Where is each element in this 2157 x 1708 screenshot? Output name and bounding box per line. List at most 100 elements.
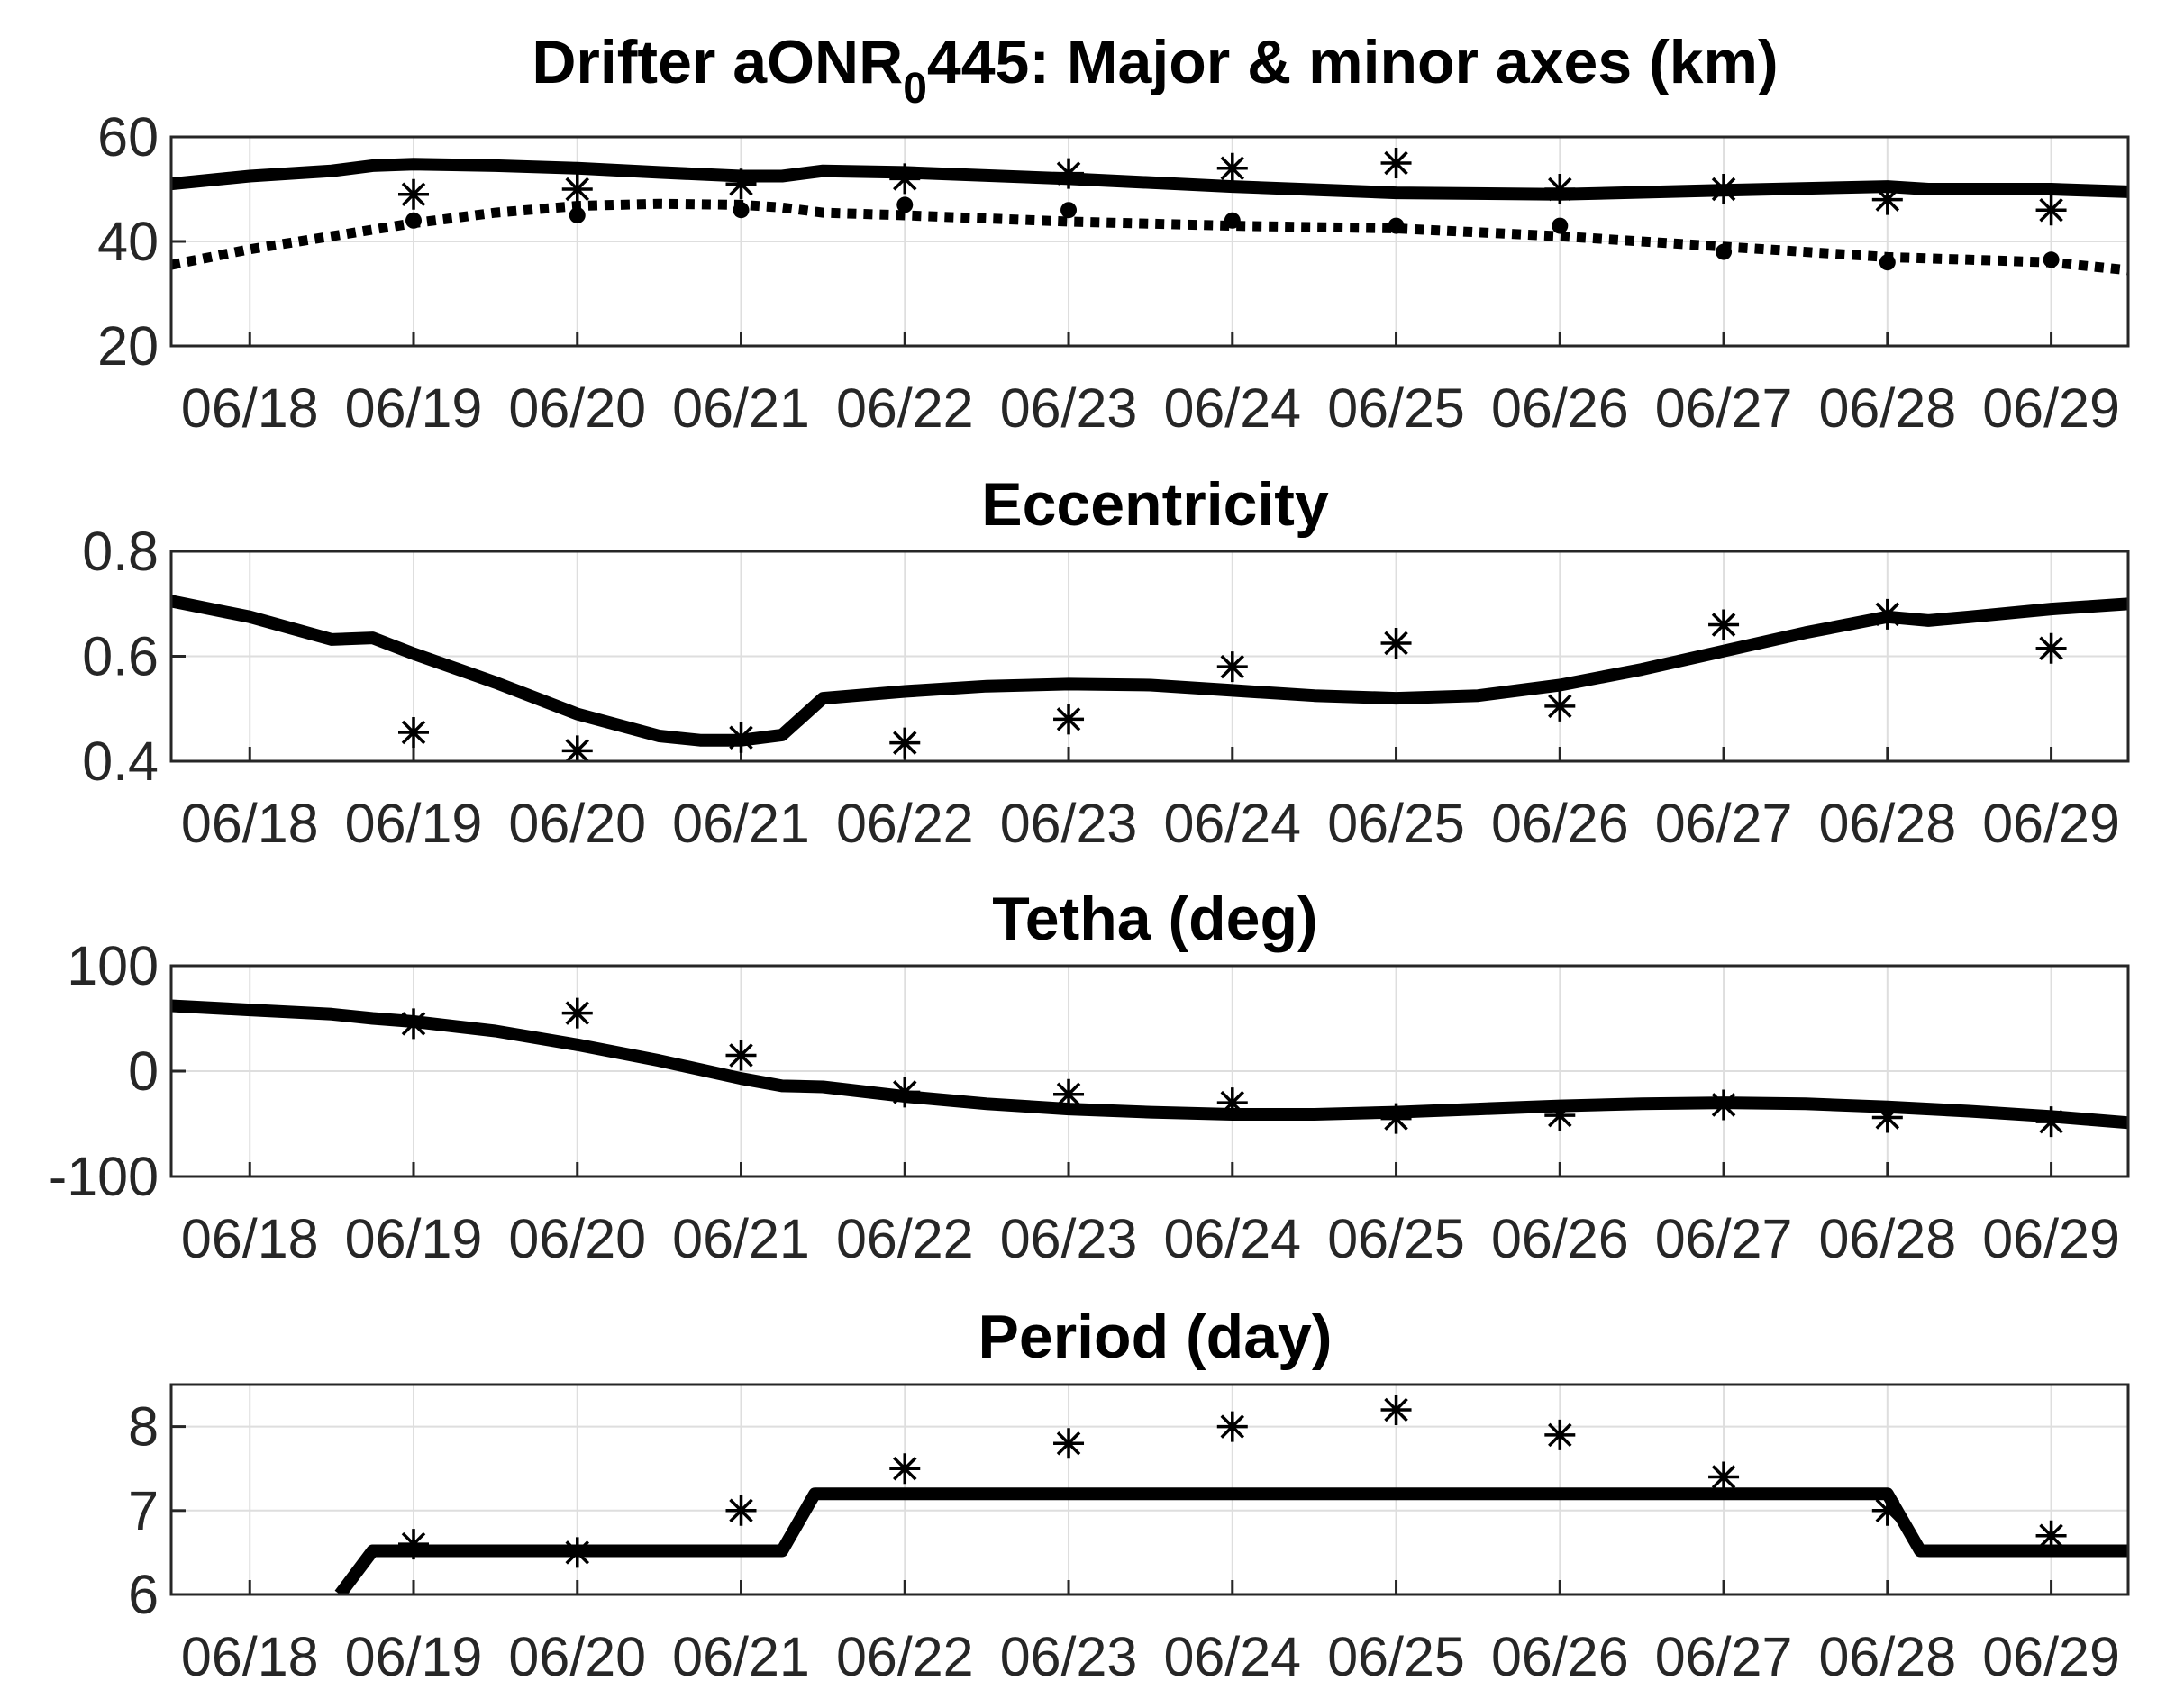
x-tick-label: 06/19 bbox=[345, 1626, 483, 1687]
axes-frame bbox=[169, 1383, 2130, 1596]
x-tick-label: 06/24 bbox=[1163, 1626, 1301, 1687]
x-tick-label: 06/22 bbox=[836, 1626, 974, 1687]
x-tick-label: 06/19 bbox=[345, 793, 483, 854]
data-point-dot bbox=[1060, 202, 1078, 219]
x-tick-label: 06/27 bbox=[1655, 377, 1793, 439]
data-point-star bbox=[1216, 152, 1248, 184]
data-point-star bbox=[1216, 651, 1248, 683]
panel-title: Drifter aONR0445: Major & minor axes (km… bbox=[532, 28, 1778, 113]
data-point-star bbox=[561, 1537, 593, 1568]
data-point-star bbox=[1708, 609, 1740, 640]
panel-title: Eccentricity bbox=[981, 470, 1329, 539]
x-tick-label: 06/23 bbox=[1000, 793, 1138, 854]
data-point-dot bbox=[1879, 254, 1896, 271]
x-tick-label: 06/27 bbox=[1655, 793, 1793, 854]
x-tick-label: 06/25 bbox=[1327, 377, 1465, 439]
series-line bbox=[171, 595, 2128, 747]
x-tick-label: 06/24 bbox=[1163, 1208, 1301, 1269]
data-point-star bbox=[1380, 627, 1412, 659]
data-point-star bbox=[561, 997, 593, 1029]
data-point-star bbox=[2035, 1520, 2067, 1551]
x-tick-label: 06/25 bbox=[1327, 793, 1465, 854]
data-point-star bbox=[2035, 1106, 2067, 1138]
data-point-star bbox=[889, 1453, 921, 1485]
x-tick-label: 06/27 bbox=[1655, 1626, 1793, 1687]
x-tick-label: 06/22 bbox=[836, 1208, 974, 1269]
data-point-star bbox=[1871, 1494, 1903, 1526]
data-point-star bbox=[1544, 174, 1576, 204]
x-tick-label: 06/24 bbox=[1163, 377, 1301, 439]
data-point-star bbox=[1053, 158, 1085, 189]
x-tick-label: 06/21 bbox=[672, 377, 810, 439]
data-point-star bbox=[1053, 1078, 1085, 1110]
x-tick-label: 06/25 bbox=[1327, 1626, 1465, 1687]
data-point-star bbox=[725, 168, 757, 200]
data-point-star bbox=[1708, 1461, 1740, 1493]
data-point-star bbox=[1053, 1428, 1085, 1459]
x-tick-label: 06/18 bbox=[181, 377, 319, 439]
data-point-dot bbox=[1224, 212, 1241, 229]
data-point-dot bbox=[569, 207, 586, 223]
panel-period: Period (day) 06/18 06/19 06/20 06/21 06/22 06… bbox=[128, 1303, 2130, 1687]
panel-title: Tetha (deg) bbox=[992, 885, 1317, 953]
data-layer bbox=[334, 1394, 2128, 1594]
x-tick-label: 06/22 bbox=[836, 793, 974, 854]
data-point-star bbox=[398, 1529, 430, 1560]
data-layer bbox=[171, 148, 2128, 276]
x-tick-label: 06/20 bbox=[508, 1626, 646, 1687]
data-point-star bbox=[1708, 1089, 1740, 1121]
data-point-star bbox=[2035, 632, 2067, 664]
data-point-star bbox=[889, 1077, 921, 1108]
data-point-star bbox=[725, 1494, 757, 1526]
data-point-star bbox=[1871, 184, 1903, 215]
x-tick-label: 06/23 bbox=[1000, 1626, 1138, 1687]
data-point-star bbox=[1544, 1419, 1576, 1450]
x-tick-label: 06/26 bbox=[1491, 1626, 1629, 1687]
panel-axes-major-minor: Drifter aONR0445: Major & minor axes (km… bbox=[97, 28, 2130, 439]
x-tick-label: 06/20 bbox=[508, 377, 646, 439]
y-tick-label: 100 bbox=[67, 935, 159, 996]
x-tick-label: 06/19 bbox=[345, 1208, 483, 1269]
data-point-star bbox=[725, 722, 757, 753]
x-tick-label: 06/22 bbox=[836, 377, 974, 439]
data-point-star bbox=[1544, 1100, 1576, 1131]
y-tick-label: 40 bbox=[97, 211, 159, 272]
data-point-star bbox=[889, 163, 921, 195]
data-point-star bbox=[1871, 1102, 1903, 1133]
panel-eccentricity: Eccentricity 06/18 06/19 06/20 06/21 06/22 06… bbox=[82, 470, 2130, 854]
data-point-star bbox=[1380, 1394, 1412, 1425]
series-line bbox=[171, 158, 2128, 201]
data-point-star bbox=[398, 1008, 430, 1040]
x-tick-label: 06/18 bbox=[181, 793, 319, 854]
data-point-star bbox=[398, 716, 430, 748]
x-tick-label: 06/23 bbox=[1000, 1208, 1138, 1269]
data-point-star bbox=[1053, 704, 1085, 735]
x-tick-label: 06/21 bbox=[672, 793, 810, 854]
x-tick-label: 06/24 bbox=[1163, 793, 1301, 854]
axes-frame bbox=[169, 964, 2130, 1178]
axes-frame bbox=[169, 550, 2130, 763]
y-tick-label: 0.4 bbox=[82, 731, 159, 792]
axes-frame bbox=[169, 135, 2130, 348]
x-tick-label: 06/28 bbox=[1818, 377, 1956, 439]
data-point-star bbox=[561, 735, 593, 761]
data-point-star bbox=[1380, 148, 1412, 178]
y-tick-label: 6 bbox=[128, 1564, 159, 1625]
y-tick-label: 60 bbox=[97, 106, 159, 168]
x-tick-label: 06/29 bbox=[1982, 1626, 2120, 1687]
y-tick-label: 0.8 bbox=[82, 521, 159, 582]
data-point-star bbox=[398, 178, 430, 210]
x-tick-label: 06/18 bbox=[181, 1208, 319, 1269]
data-point-dot bbox=[405, 212, 423, 229]
series-line bbox=[334, 1487, 2128, 1594]
y-tick-label: 20 bbox=[97, 315, 159, 377]
data-point-dot bbox=[896, 196, 914, 214]
data-point-star bbox=[561, 174, 593, 204]
x-tick-label: 06/28 bbox=[1818, 1626, 1956, 1687]
x-tick-label: 06/20 bbox=[508, 793, 646, 854]
y-tick-label: -100 bbox=[49, 1146, 159, 1207]
x-tick-label: 06/26 bbox=[1491, 377, 1629, 439]
series-dotted-line bbox=[171, 198, 2128, 276]
data-layer bbox=[171, 997, 2128, 1138]
